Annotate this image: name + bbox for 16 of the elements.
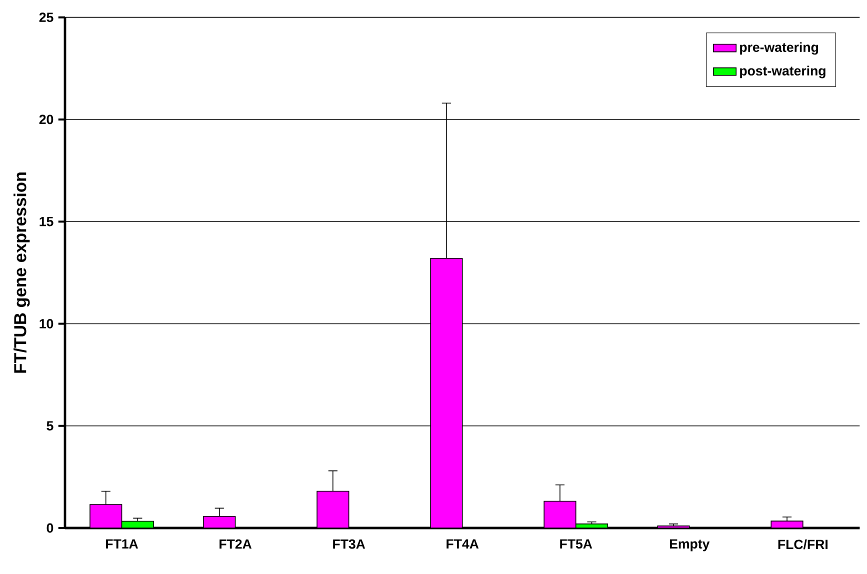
- x-tick-label: FT2A: [220, 539, 252, 549]
- x-tick-label: FLC/FRI: [778, 539, 828, 550]
- x-tick-label: FT1A: [106, 539, 138, 548]
- y-tick-label: 5: [46, 421, 54, 430]
- x-tick-label: FT4A: [446, 539, 479, 548]
- y-tick-label: 10: [40, 319, 54, 328]
- y-tick-label: 15: [40, 216, 54, 226]
- y-axis-title: FT/TUB gene expression: [14, 172, 30, 373]
- x-tick-label: FT3A: [333, 539, 366, 549]
- legend-label: pre-watering: [740, 42, 818, 55]
- x-tick-label: FT5A: [560, 539, 592, 549]
- y-tick-label: 0: [46, 523, 54, 533]
- y-tick-label: 25: [39, 12, 54, 22]
- y-tick-label: 20: [39, 114, 54, 124]
- legend-label: post-watering: [740, 66, 826, 78]
- x-tick-label: Empty: [670, 539, 710, 552]
